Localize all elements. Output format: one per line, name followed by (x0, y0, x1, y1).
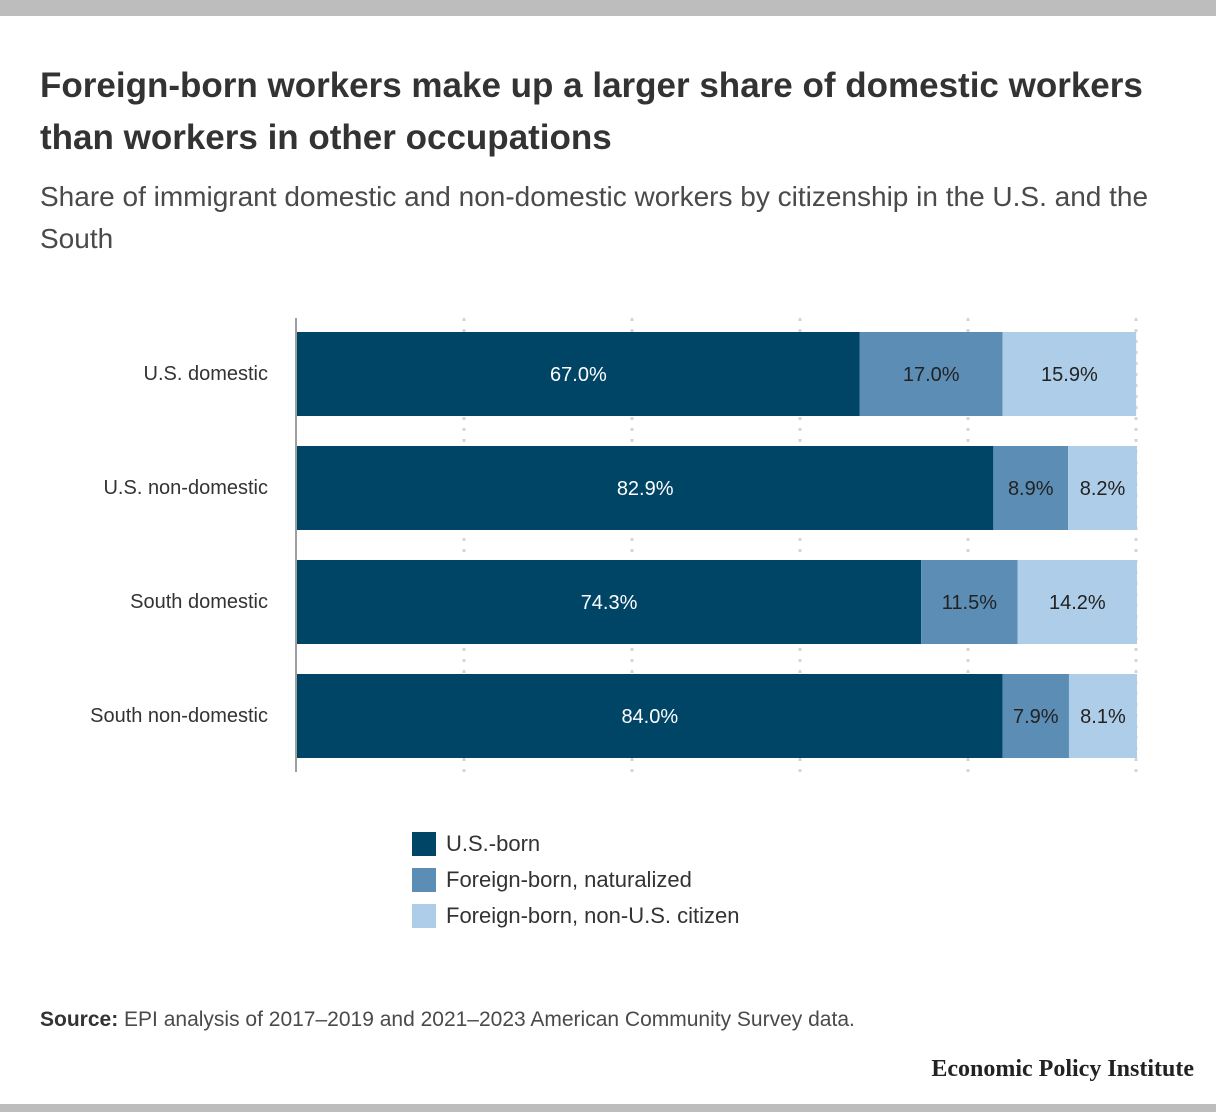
chart-subtitle: Share of immigrant domestic and non-dome… (40, 181, 1149, 254)
data-label-south-domestic-u-s-born: 74.3% (581, 592, 638, 614)
bar-u-s-domestic-u-s-born (297, 332, 860, 416)
bar-south-non-domestic-u-s-born (297, 674, 1003, 758)
source-note: Source: EPI analysis of 2017–2019 and 20… (40, 1008, 855, 1032)
bar-south-domestic-foreign-born-non-u-s-citizen (1017, 560, 1137, 644)
legend-swatch-naturalized (412, 868, 436, 892)
bar-south-domestic-u-s-born (297, 560, 922, 644)
category-label-south-non-domestic: South non-domestic (90, 705, 268, 727)
bar-u-s-non-domestic-foreign-born-naturalized (993, 446, 1069, 530)
bar-south-non-domestic-foreign-born-non-u-s-citizen (1068, 674, 1137, 758)
legend: U.S.-born Foreign-born, naturalized Fore… (412, 826, 739, 934)
legend-item-naturalized: Foreign-born, naturalized (412, 862, 739, 898)
stacked-bar-chart: U.S. domestic 67.0% 17.0% 15.9% U.S. non-dom… (90, 318, 1138, 772)
legend-item-non-citizen: Foreign-born, non-U.S. citizen (412, 898, 739, 934)
legend-swatch-us-born (412, 832, 436, 856)
source-label: Source: (40, 1008, 119, 1031)
data-label-u-s-domestic-foreign-born-non-u-s-citizen: 15.9% (1041, 364, 1098, 386)
chart-title: Foreign-born workers make up a larger sh… (40, 66, 1143, 157)
legend-label-us-born: U.S.-born (446, 831, 541, 856)
label-layer: U.S. domestic 67.0% 17.0% 15.9% U.S. non-dom… (90, 363, 1126, 728)
top-rule (0, 0, 1216, 16)
category-label-u-s-domestic: U.S. domestic (144, 363, 268, 385)
data-label-u-s-domestic-foreign-born-naturalized: 17.0% (903, 364, 960, 386)
data-label-u-s-non-domestic-u-s-born: 82.9% (617, 478, 674, 500)
category-label-south-domestic: South domestic (130, 591, 268, 613)
bar-south-domestic-foreign-born-naturalized (921, 560, 1018, 644)
bottom-rule (0, 1104, 1216, 1112)
data-label-u-s-non-domestic-foreign-born-non-u-s-citizen: 8.2% (1080, 478, 1126, 500)
data-label-south-non-domestic-u-s-born: 84.0% (621, 706, 678, 728)
category-label-u-s-non-domestic: U.S. non-domestic (103, 477, 268, 499)
bar-u-s-non-domestic-foreign-born-non-u-s-citizen (1068, 446, 1137, 530)
brand-wordmark: Economic Policy Institute (931, 1056, 1194, 1082)
legend-label-naturalized: Foreign-born, naturalized (446, 867, 692, 892)
legend-swatch-non-citizen (412, 904, 436, 928)
bar-u-s-non-domestic-u-s-born (297, 446, 994, 530)
data-label-south-domestic-foreign-born-non-u-s-citizen: 14.2% (1049, 592, 1106, 614)
source-text: EPI analysis of 2017–2019 and 2021–2023 … (124, 1008, 855, 1031)
bar-u-s-domestic-foreign-born-naturalized (859, 332, 1003, 416)
data-label-u-s-non-domestic-foreign-born-naturalized: 8.9% (1008, 478, 1054, 500)
legend-label-non-citizen: Foreign-born, non-U.S. citizen (446, 903, 740, 928)
bar-south-non-domestic-foreign-born-naturalized (1002, 674, 1069, 758)
data-label-south-non-domestic-foreign-born-non-u-s-citizen: 8.1% (1080, 706, 1126, 728)
data-label-u-s-domestic-u-s-born: 67.0% (550, 364, 607, 386)
data-label-south-domestic-foreign-born-naturalized: 11.5% (942, 592, 997, 614)
data-label-south-non-domestic-foreign-born-naturalized: 7.9% (1013, 706, 1059, 728)
legend-item-us-born: U.S.-born (412, 826, 739, 862)
bar-u-s-domestic-foreign-born-non-u-s-citizen (1002, 332, 1137, 416)
bar-layer (297, 332, 1137, 758)
